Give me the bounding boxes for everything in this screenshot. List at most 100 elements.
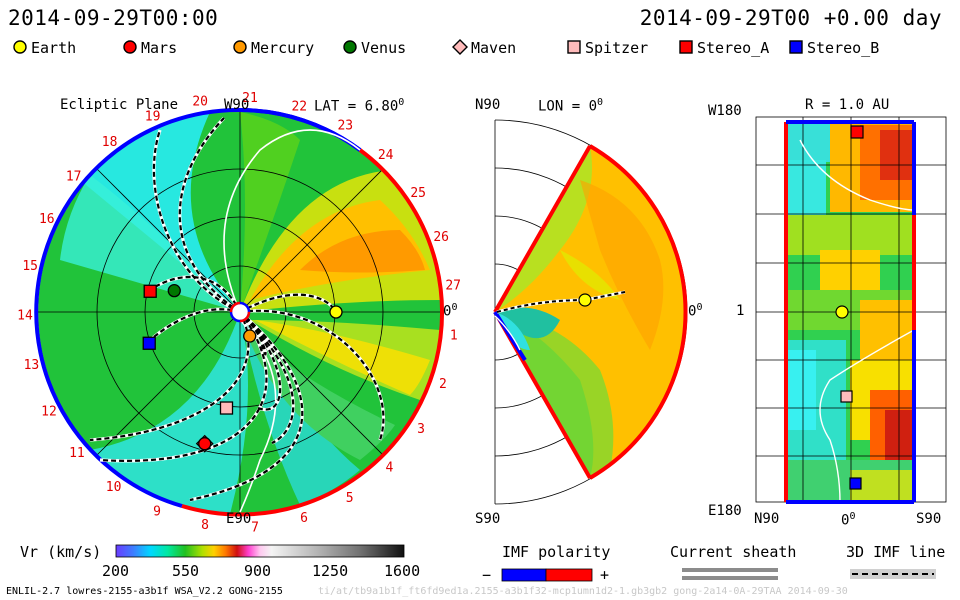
- sector-label: 11: [69, 446, 85, 461]
- radial-spitzer-marker: [840, 390, 853, 403]
- legend-marker-diamond-icon: [452, 39, 468, 55]
- legend-marker-circle-icon: [13, 40, 27, 54]
- legend-label: Stereo_B: [807, 39, 880, 57]
- velocity-colorbar: [115, 544, 405, 558]
- sector-label: 24: [378, 148, 394, 163]
- ecliptic-marker-venus: [167, 283, 181, 298]
- imf-polarity-negative-swatch: [501, 568, 547, 582]
- sector-label: 21: [242, 91, 258, 106]
- legend-label: Spitzer: [585, 39, 649, 57]
- ecliptic-title: Ecliptic Plane: [60, 97, 179, 113]
- colorbar-tick-900: 900: [244, 562, 272, 580]
- sector-label: 15: [22, 259, 38, 274]
- legend-item-mercury: Mercury: [232, 39, 314, 57]
- radial-earth-marker: [835, 305, 849, 319]
- legend-item-stereo-b: Stereo_B: [788, 39, 879, 57]
- radial-y-bottom-label: E180: [708, 503, 742, 519]
- sector-label: 6: [300, 511, 308, 526]
- legend-item-mars: Mars: [122, 39, 177, 57]
- legend-marker-circle-icon: [233, 40, 247, 54]
- colorbar-tick-550: 550: [172, 562, 200, 580]
- current-sheath-label: Current sheath: [670, 543, 797, 561]
- radial-x-mid-label: 00: [841, 511, 856, 529]
- meridional-panel: [493, 119, 688, 505]
- sector-label: 14: [17, 309, 33, 324]
- current-sheath-swatch: [682, 568, 778, 580]
- sector-label: 27: [445, 279, 461, 294]
- ecliptic-bottom-label: E90: [226, 511, 252, 527]
- meridional-earth-marker: [578, 293, 592, 307]
- footer-model-info: ENLIL-2.7 lowres-2155-a3b1f WSA_V2.2 GON…: [6, 586, 283, 597]
- imf-line-swatch: [850, 569, 936, 579]
- legend-label: Mercury: [251, 39, 315, 57]
- sector-label: 13: [24, 358, 40, 373]
- legend-marker-square-icon: [789, 40, 803, 54]
- radial-y-top-label: W180: [708, 103, 742, 119]
- legend-item-venus: Venus: [342, 39, 406, 57]
- sector-label: 3: [417, 422, 425, 437]
- meridional-right-label: 00: [688, 302, 703, 320]
- sector-label: 8: [201, 518, 209, 533]
- legend-item-maven: Maven: [452, 39, 516, 57]
- header-left-time: 2014-09-29T00:00: [8, 6, 219, 30]
- sector-label: 2: [439, 377, 447, 392]
- legend-item-stereo-a: Stereo_A: [678, 39, 769, 57]
- legend-label: Venus: [361, 39, 407, 57]
- legend-label: Maven: [471, 39, 517, 57]
- sector-label: 12: [41, 405, 57, 420]
- imf-polarity-minus: −: [482, 566, 492, 584]
- legend-item-earth: Earth: [12, 39, 76, 57]
- ecliptic-top-label: W90: [224, 97, 250, 113]
- colorbar-tick-1600: 1600: [384, 562, 421, 580]
- imf-polarity-positive-swatch: [545, 568, 593, 582]
- radial-x-right-label: S90: [916, 511, 942, 527]
- sector-label: 16: [39, 212, 55, 227]
- radial-x-left-label: N90: [754, 511, 780, 527]
- sector-label: 23: [337, 119, 353, 134]
- radial-stereo-b-marker: [849, 477, 862, 490]
- sector-label: 5: [346, 491, 354, 506]
- sector-label: 19: [145, 110, 161, 125]
- radial-y-mid-label: 1: [736, 303, 745, 319]
- imf-polarity-plus: +: [600, 566, 610, 584]
- ecliptic-right-label: 00: [443, 302, 458, 320]
- sector-label: 10: [106, 480, 122, 495]
- ecliptic-marker-spitzer: [219, 401, 234, 415]
- legend-marker-square-icon: [567, 40, 581, 54]
- legend-marker-square-icon: [679, 40, 693, 54]
- sector-label: 20: [192, 95, 208, 110]
- sector-label: 18: [102, 135, 118, 150]
- sector-label: 25: [410, 186, 426, 201]
- colorbar-tick-200: 200: [102, 562, 130, 580]
- ecliptic-bodies: [142, 283, 343, 453]
- header-right-time: 2014-09-29T00 +0.00 day: [639, 6, 942, 30]
- ecliptic-marker-mars: [198, 437, 212, 451]
- imf-line-label: 3D IMF line: [846, 543, 946, 561]
- sector-label: 22: [291, 99, 307, 114]
- colorbar-label: Vr (km/s): [20, 543, 102, 561]
- sector-label: 17: [66, 170, 82, 185]
- legend-label: Earth: [31, 39, 77, 57]
- meridional-bottom-label: S90: [475, 511, 501, 527]
- ecliptic-marker-stereo-a: [143, 284, 157, 298]
- colorbar-tick-1250: 1250: [312, 562, 349, 580]
- ecliptic-marker-earth: [329, 305, 343, 319]
- radial-r-label: R = 1.0 AU: [805, 97, 890, 113]
- meridional-lon-label: LON = 00: [538, 97, 604, 115]
- legend-item-spitzer: Spitzer: [566, 39, 648, 57]
- sector-label: 1: [450, 329, 458, 344]
- ecliptic-lat-label: LAT = 6.800: [314, 97, 405, 115]
- ecliptic-marker-stereo-b: [142, 336, 156, 350]
- radial-stereo-a-marker: [850, 125, 864, 139]
- legend-label: Mars: [141, 39, 178, 57]
- legend-marker-circle-icon: [343, 40, 357, 54]
- sector-label: 4: [385, 461, 393, 476]
- sector-label: 7: [251, 521, 259, 536]
- sector-label: 26: [433, 230, 449, 245]
- legend-label: Stereo_A: [697, 39, 770, 57]
- ecliptic-marker-mercury: [243, 329, 257, 343]
- meridional-top-label: N90: [475, 97, 501, 113]
